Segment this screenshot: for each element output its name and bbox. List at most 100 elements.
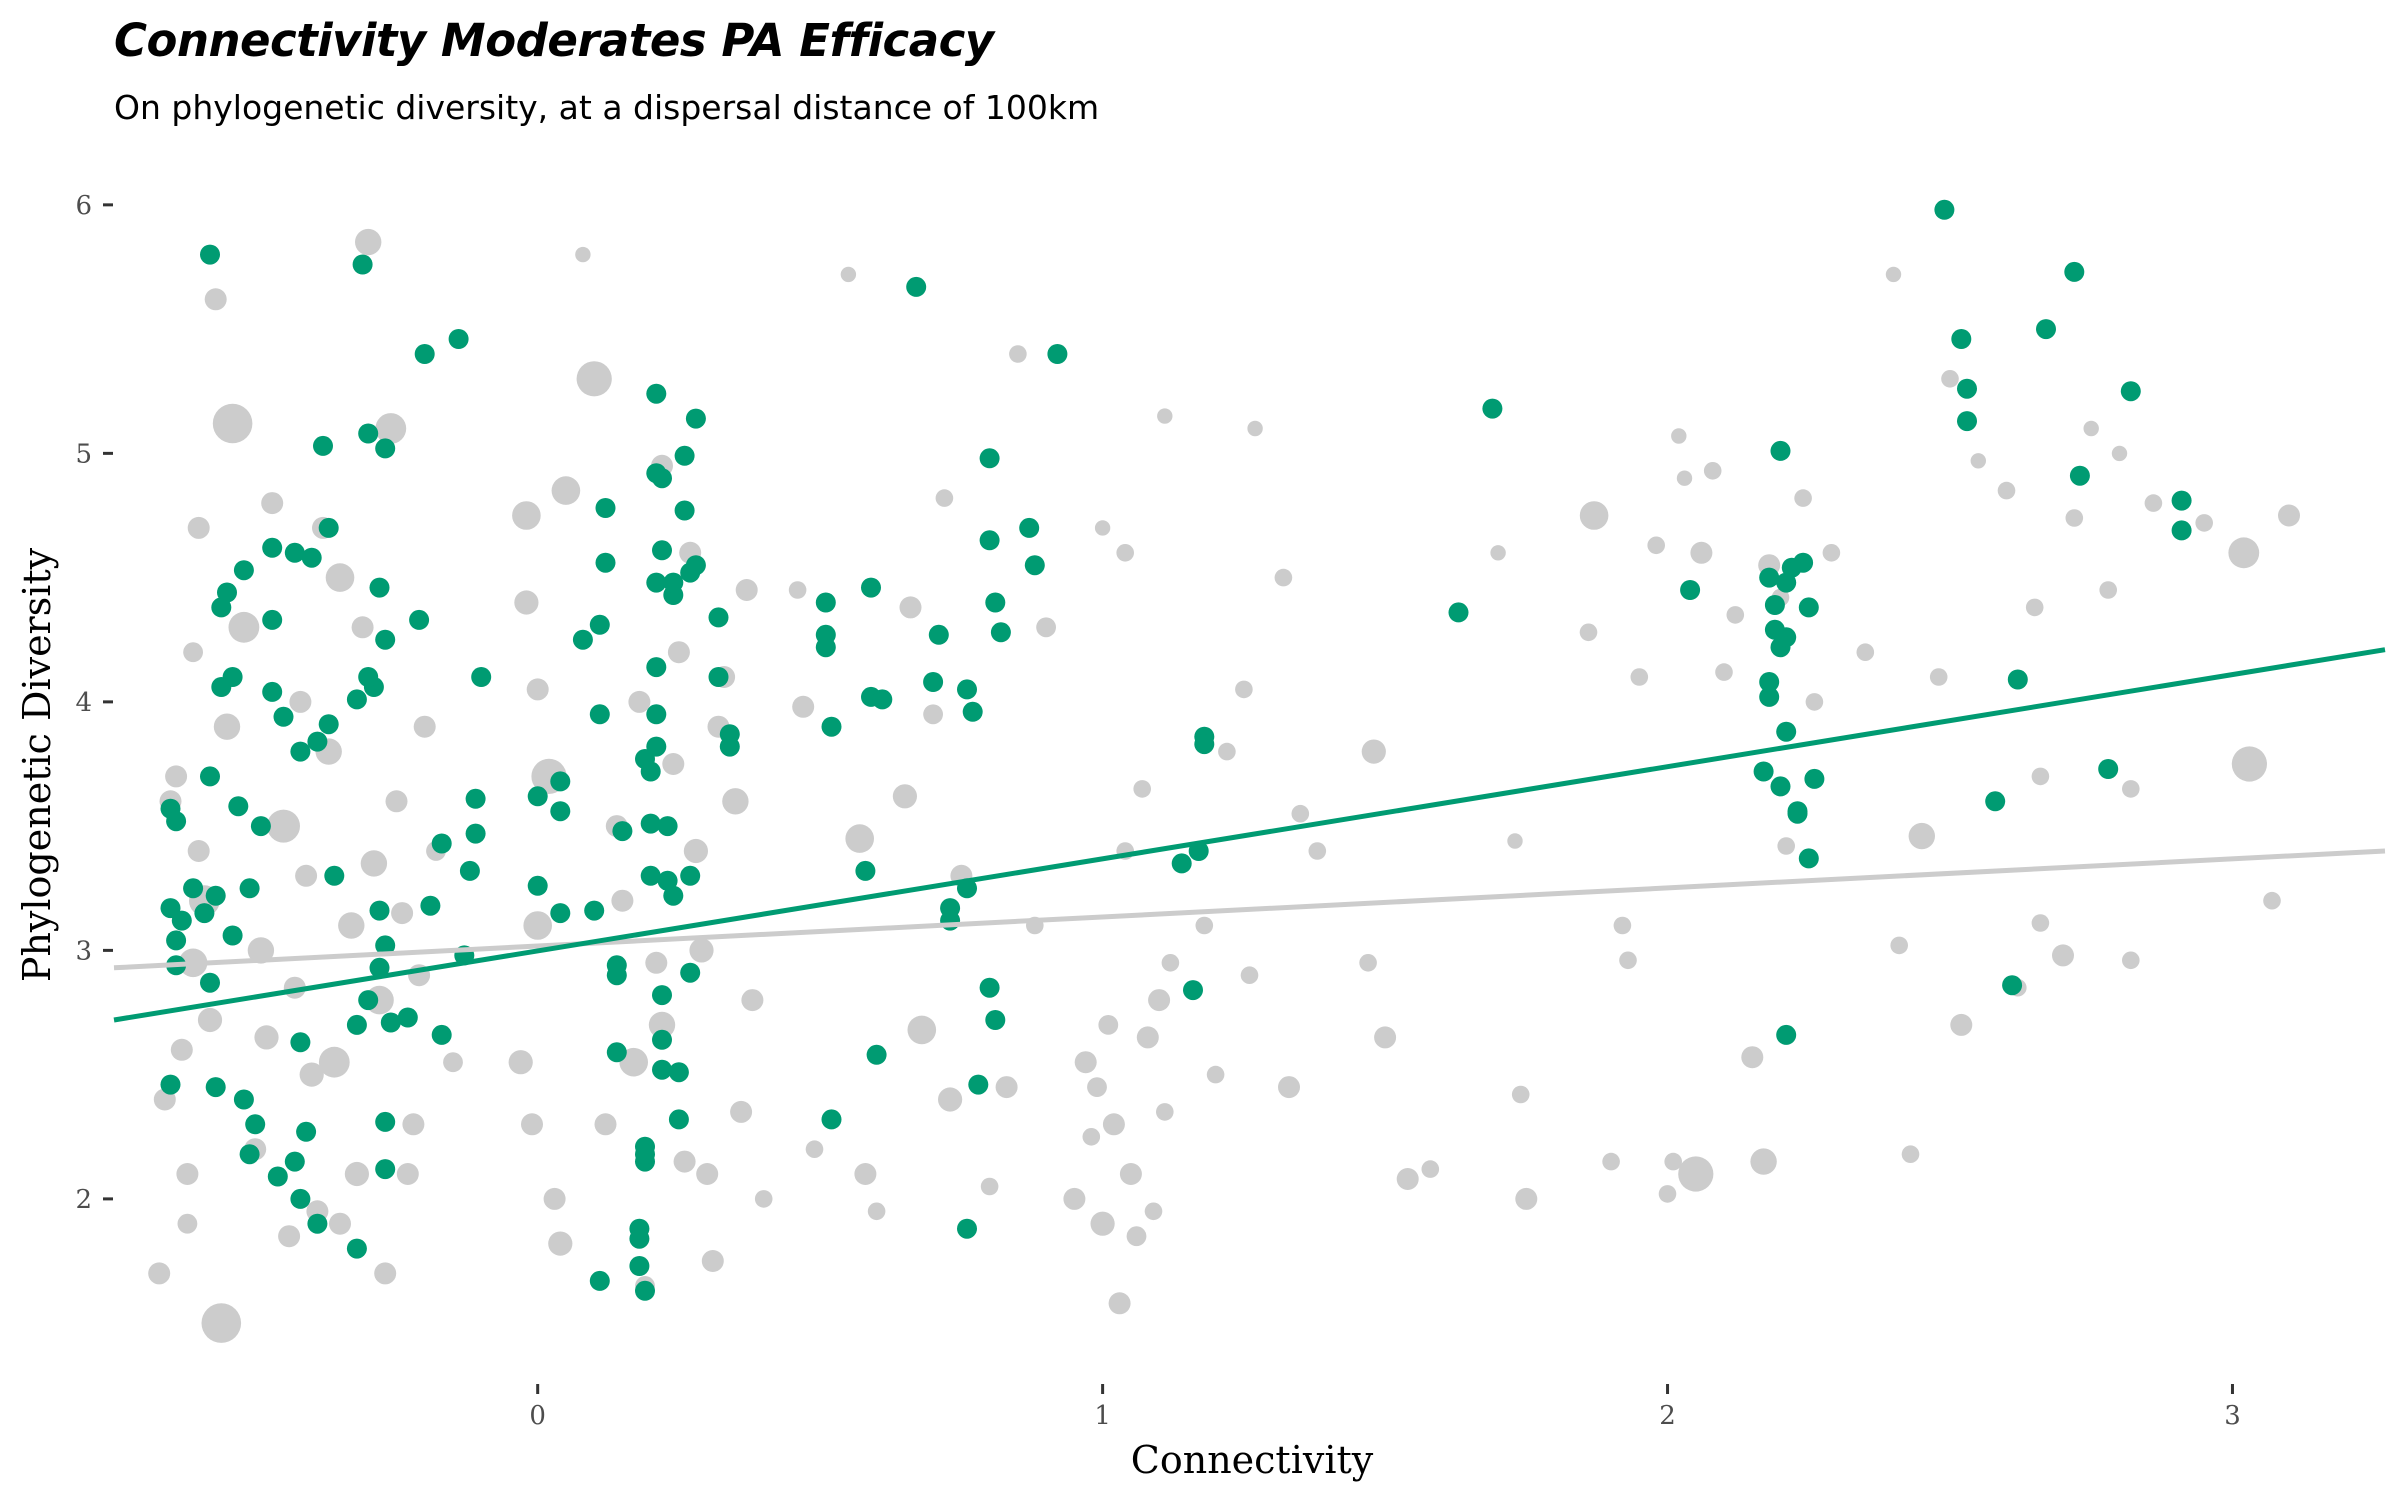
highlight-point bbox=[979, 977, 1000, 998]
background-point bbox=[1658, 1185, 1677, 1203]
background-point bbox=[1929, 668, 1948, 686]
background-point bbox=[1511, 1085, 1530, 1104]
background-point bbox=[1156, 1103, 1174, 1121]
highlight-point bbox=[572, 629, 593, 650]
background-point bbox=[1148, 989, 1171, 1012]
background-point bbox=[628, 690, 651, 713]
background-point bbox=[360, 850, 388, 877]
background-point bbox=[594, 1113, 617, 1136]
background-point bbox=[1602, 1152, 1620, 1171]
highlight-point bbox=[962, 701, 983, 722]
background-point bbox=[2263, 891, 2281, 910]
background-point bbox=[1247, 420, 1263, 437]
highlight-point bbox=[375, 1111, 396, 1132]
highlight-point bbox=[284, 1151, 305, 1172]
background-point bbox=[1941, 370, 1959, 388]
background-point bbox=[1144, 1202, 1163, 1221]
highlight-point bbox=[273, 706, 294, 727]
highlight-point bbox=[815, 592, 836, 613]
background-point bbox=[1647, 536, 1665, 555]
y-tick-label: 5 bbox=[75, 439, 92, 469]
highlight-point bbox=[640, 865, 661, 886]
highlight-point bbox=[657, 816, 678, 837]
highlight-point bbox=[668, 1062, 689, 1083]
background-point bbox=[165, 765, 188, 788]
background-point bbox=[197, 1007, 223, 1033]
highlight-point bbox=[465, 788, 486, 809]
highlight-point bbox=[471, 667, 492, 687]
highlight-point bbox=[629, 1228, 650, 1249]
highlight-point bbox=[652, 1059, 672, 1080]
background-point bbox=[1690, 541, 1713, 564]
background-point bbox=[351, 616, 374, 639]
background-point bbox=[2052, 944, 2074, 967]
trendlines-layer bbox=[113, 647, 2386, 1023]
background-point bbox=[512, 501, 541, 530]
highlight-trendline bbox=[113, 647, 2386, 1023]
x-tick-label: 3 bbox=[2224, 1401, 2241, 1431]
highlight-point bbox=[183, 878, 204, 899]
background-point bbox=[892, 784, 918, 809]
background-point bbox=[1664, 1152, 1682, 1171]
background-point bbox=[662, 753, 685, 775]
highlight-point bbox=[239, 1144, 260, 1165]
highlight-point bbox=[346, 689, 367, 710]
background-point bbox=[1750, 1148, 1777, 1175]
background-point bbox=[1901, 1145, 1920, 1163]
highlight-point bbox=[550, 771, 571, 792]
background-point bbox=[1218, 742, 1236, 761]
highlight-point bbox=[635, 1280, 655, 1301]
highlight-point bbox=[375, 438, 396, 459]
x-axis-title: Connectivity bbox=[1131, 1438, 1374, 1482]
background-point bbox=[1240, 966, 1259, 984]
background-point bbox=[1074, 1051, 1097, 1074]
background-point bbox=[2031, 767, 2050, 786]
background-point bbox=[375, 413, 407, 444]
background-point bbox=[338, 912, 365, 939]
highlight-point bbox=[685, 408, 706, 429]
highlight-point bbox=[635, 1144, 655, 1165]
background-point bbox=[2228, 537, 2260, 569]
y-tick-label: 2 bbox=[75, 1185, 92, 1215]
highlight-point bbox=[346, 1014, 367, 1035]
highlight-point bbox=[171, 910, 192, 931]
highlight-point bbox=[680, 962, 701, 983]
background-point bbox=[1908, 822, 1936, 850]
background-point bbox=[1094, 520, 1111, 536]
highlight-point bbox=[2036, 319, 2056, 340]
highlight-point bbox=[465, 823, 486, 844]
background-point bbox=[170, 1038, 193, 1061]
highlight-point bbox=[284, 542, 305, 563]
highlight-point bbox=[872, 689, 893, 710]
highlight-point bbox=[250, 816, 271, 837]
y-axis-title: Phylogenetic Diversity bbox=[15, 547, 59, 982]
highlight-point bbox=[245, 1114, 266, 1135]
background-point bbox=[1703, 462, 1722, 480]
background-point bbox=[980, 1177, 999, 1196]
highlight-point bbox=[866, 1044, 887, 1065]
highlight-point bbox=[1047, 344, 1068, 364]
background-point bbox=[935, 489, 954, 507]
background-point bbox=[1136, 1026, 1159, 1049]
highlight-point bbox=[1448, 602, 1469, 623]
background-point bbox=[187, 840, 210, 862]
background-point bbox=[2278, 504, 2300, 527]
highlight-point bbox=[200, 972, 220, 993]
highlight-point bbox=[205, 1077, 226, 1098]
background-point bbox=[1715, 663, 1733, 681]
highlight-point bbox=[1787, 803, 1808, 824]
highlight-point bbox=[2007, 669, 2028, 690]
highlight-point bbox=[369, 577, 390, 598]
x-tick-label: 2 bbox=[1659, 1401, 1676, 1431]
background-point bbox=[176, 1163, 199, 1185]
background-point bbox=[2099, 581, 2117, 599]
highlight-point bbox=[1171, 853, 1192, 874]
highlight-point bbox=[397, 1007, 418, 1028]
background-point bbox=[413, 715, 436, 738]
highlight-point bbox=[290, 1032, 311, 1053]
background-point bbox=[735, 579, 758, 601]
highlight-point bbox=[2098, 759, 2119, 779]
highlight-point bbox=[1770, 440, 1791, 461]
background-point bbox=[1490, 545, 1506, 561]
background-point bbox=[1278, 1076, 1300, 1099]
